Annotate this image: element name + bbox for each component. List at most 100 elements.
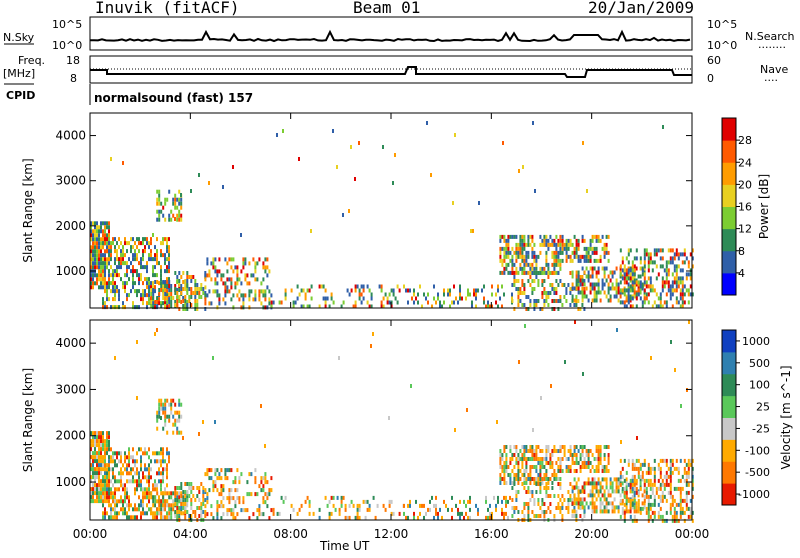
range-cell <box>503 469 506 473</box>
range-cell <box>573 501 576 506</box>
range-cell <box>184 510 187 514</box>
range-cell <box>174 498 177 502</box>
range-cell <box>236 273 239 278</box>
range-cell <box>376 503 379 508</box>
range-cell <box>148 495 150 500</box>
range-cell <box>472 229 474 233</box>
y-tick-label: 3000 <box>55 174 86 188</box>
range-cell <box>132 273 134 278</box>
range-cell <box>130 269 132 274</box>
range-cell <box>216 500 219 505</box>
range-cell <box>549 502 552 506</box>
range-cell <box>593 298 596 303</box>
range-cell <box>543 266 546 271</box>
range-cell <box>595 234 598 239</box>
range-cell <box>589 242 592 247</box>
range-cell <box>166 296 169 300</box>
x-tick-label: 00:00 <box>675 527 710 541</box>
range-cell <box>362 499 365 504</box>
range-cell <box>182 307 185 311</box>
range-cell <box>174 510 177 514</box>
range-cell <box>527 250 530 255</box>
range-cell <box>543 242 546 247</box>
range-cell <box>485 495 487 500</box>
range-cell <box>98 459 100 464</box>
range-cell <box>148 475 150 480</box>
range-cell <box>164 507 166 512</box>
range-cell <box>112 237 114 242</box>
range-cell <box>539 461 542 465</box>
range-cell <box>92 491 94 496</box>
range-cell <box>226 496 229 501</box>
range-cell <box>194 303 197 307</box>
range-cell <box>553 271 556 275</box>
range-cell <box>534 189 536 193</box>
range-cell <box>142 451 144 456</box>
range-cell <box>641 300 644 305</box>
range-cell <box>242 261 245 266</box>
range-cell <box>116 285 118 290</box>
range-cell <box>529 457 532 461</box>
range-cell <box>190 303 193 307</box>
range-cell <box>102 273 104 278</box>
colorbar-tick-label: -25 <box>752 422 770 435</box>
range-cell <box>112 273 114 278</box>
range-cell <box>302 288 305 293</box>
range-cell <box>164 515 166 520</box>
range-cell <box>569 287 572 291</box>
range-cell <box>677 486 680 491</box>
range-cell <box>541 465 544 469</box>
range-cell <box>166 491 169 496</box>
range-cell <box>90 277 92 282</box>
range-cell <box>164 257 166 262</box>
range-cell <box>114 261 116 266</box>
range-cell <box>627 276 630 281</box>
range-cell <box>615 286 618 291</box>
range-cell <box>577 493 580 498</box>
range-cell <box>499 234 502 239</box>
range-cell <box>623 300 626 305</box>
range-cell <box>521 461 524 465</box>
range-cell <box>541 279 544 283</box>
range-cell <box>136 269 138 274</box>
range-cell <box>669 506 672 511</box>
range-cell <box>156 280 159 284</box>
range-cell <box>683 498 686 503</box>
range-cell <box>100 435 102 440</box>
range-cell <box>619 514 622 519</box>
range-cell <box>98 443 100 448</box>
range-cell <box>503 481 506 485</box>
range-cell <box>160 416 162 420</box>
range-cell <box>164 418 167 423</box>
range-cell <box>561 502 564 506</box>
range-cell <box>629 248 632 253</box>
range-cell <box>517 510 520 514</box>
range-cell <box>256 261 259 266</box>
range-cell <box>92 245 94 250</box>
range-cell <box>124 253 126 258</box>
range-cell <box>120 455 122 460</box>
range-cell <box>539 473 542 477</box>
range-cell <box>633 462 636 467</box>
range-cell <box>262 305 265 310</box>
range-cell <box>96 277 98 282</box>
range-cell <box>172 213 175 218</box>
range-cell <box>575 485 578 490</box>
range-cell <box>212 356 214 360</box>
range-cell <box>272 507 275 512</box>
range-cell <box>92 249 94 254</box>
range-cell <box>194 307 197 311</box>
range-cell <box>226 269 229 274</box>
range-cell <box>513 262 516 267</box>
range-cell <box>90 285 92 290</box>
range-cell <box>559 449 562 453</box>
range-cell <box>593 457 596 461</box>
range-cell <box>110 273 112 278</box>
range-cell <box>340 503 343 508</box>
range-cell <box>120 249 122 254</box>
range-cell <box>531 477 534 481</box>
range-cell <box>447 292 449 297</box>
range-cell <box>645 248 648 253</box>
range-cell <box>647 300 650 305</box>
